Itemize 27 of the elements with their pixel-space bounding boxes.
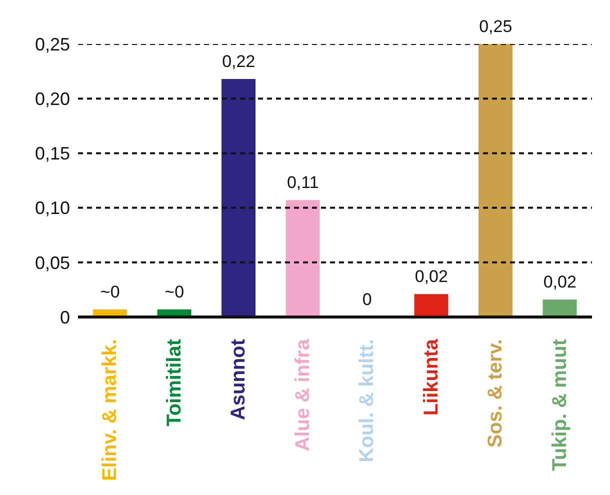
y-tick-label: 0,05 [34,252,70,273]
x-tick-label: Asunnot [228,338,250,420]
data-label: 0,11 [286,173,319,192]
data-label: ~0 [164,282,184,302]
data-label: ~0 [100,282,120,302]
x-tick-label: Koul. & kultt. [356,339,378,462]
bar [286,200,320,317]
bar [414,294,448,317]
data-label: 0,02 [543,272,576,292]
y-tick-label: 0,10 [34,198,70,218]
bar [478,44,512,317]
x-tick-label: Liikunta [420,338,442,416]
x-tick-label: Alue & infra [292,338,314,452]
bar [222,78,256,317]
bar [542,300,577,317]
data-label: 0,25 [479,17,512,36]
x-tick-label: Sos. & terv. [484,339,507,448]
x-tick-label: Toimitilat [163,338,186,426]
x-tick-label: Tukip. & muut [548,338,571,471]
x-tick-label: Elinv. & markk. [99,339,122,481]
y-tick-label: 0,25 [34,34,70,54]
y-tick-label: 0,20 [34,88,70,109]
y-tick-label: 0 [60,307,70,328]
data-label: 0,02 [414,267,448,286]
y-tick-label: 0,15 [34,144,70,164]
data-label: 0 [362,290,372,309]
data-label: 0,22 [222,52,256,71]
